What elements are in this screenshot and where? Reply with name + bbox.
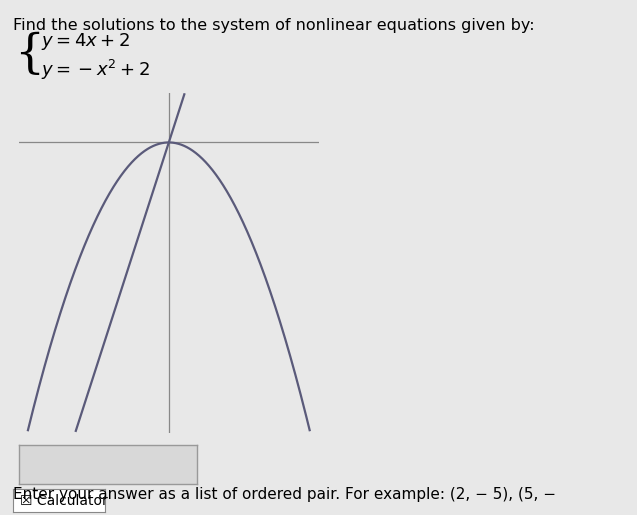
Text: {: { [14,31,44,77]
Text: Find the solutions to the system of nonlinear equations given by:: Find the solutions to the system of nonl… [13,18,534,33]
Text: ☒ Calculator: ☒ Calculator [20,494,108,508]
Text: $y = 4x + 2$: $y = 4x + 2$ [41,31,131,52]
Text: $y = -x^2 + 2$: $y = -x^2 + 2$ [41,58,150,81]
Text: Enter your answer as a list of ordered pair. For example: (2, − 5), (5, −: Enter your answer as a list of ordered p… [13,487,555,502]
